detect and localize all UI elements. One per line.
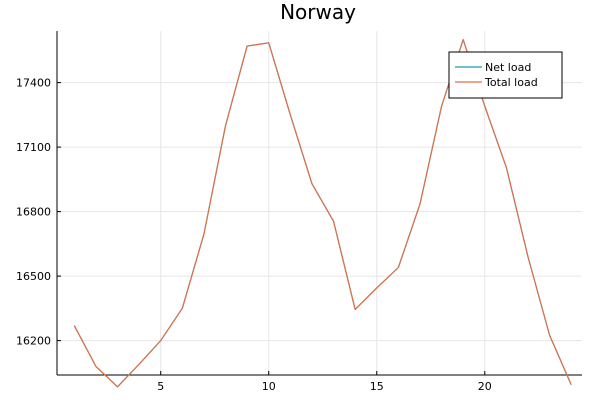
- legend-label: Net load: [485, 61, 531, 74]
- tick-labels: 5 10 15 20 16200 16500 16800 17100 17400: [16, 77, 492, 393]
- y-tick-label: 16500: [16, 270, 51, 283]
- x-tick-label: 5: [157, 380, 164, 393]
- x-tick-label: 10: [262, 380, 276, 393]
- y-tick-label: 16800: [16, 206, 51, 219]
- y-tick-label: 16200: [16, 335, 51, 348]
- chart-title: Norway: [280, 0, 356, 24]
- axes: [56, 31, 582, 376]
- y-tick-label: 17100: [16, 141, 51, 154]
- y-tick-label: 17400: [16, 77, 51, 90]
- series-lines: [73, 38, 572, 388]
- x-tick-label: 15: [370, 380, 384, 393]
- x-tick-label: 20: [478, 380, 492, 393]
- series-line-2: [73, 38, 572, 388]
- legend-box: [448, 51, 563, 99]
- legend: Net load Total load: [448, 51, 563, 99]
- legend-label: Total load: [484, 76, 538, 89]
